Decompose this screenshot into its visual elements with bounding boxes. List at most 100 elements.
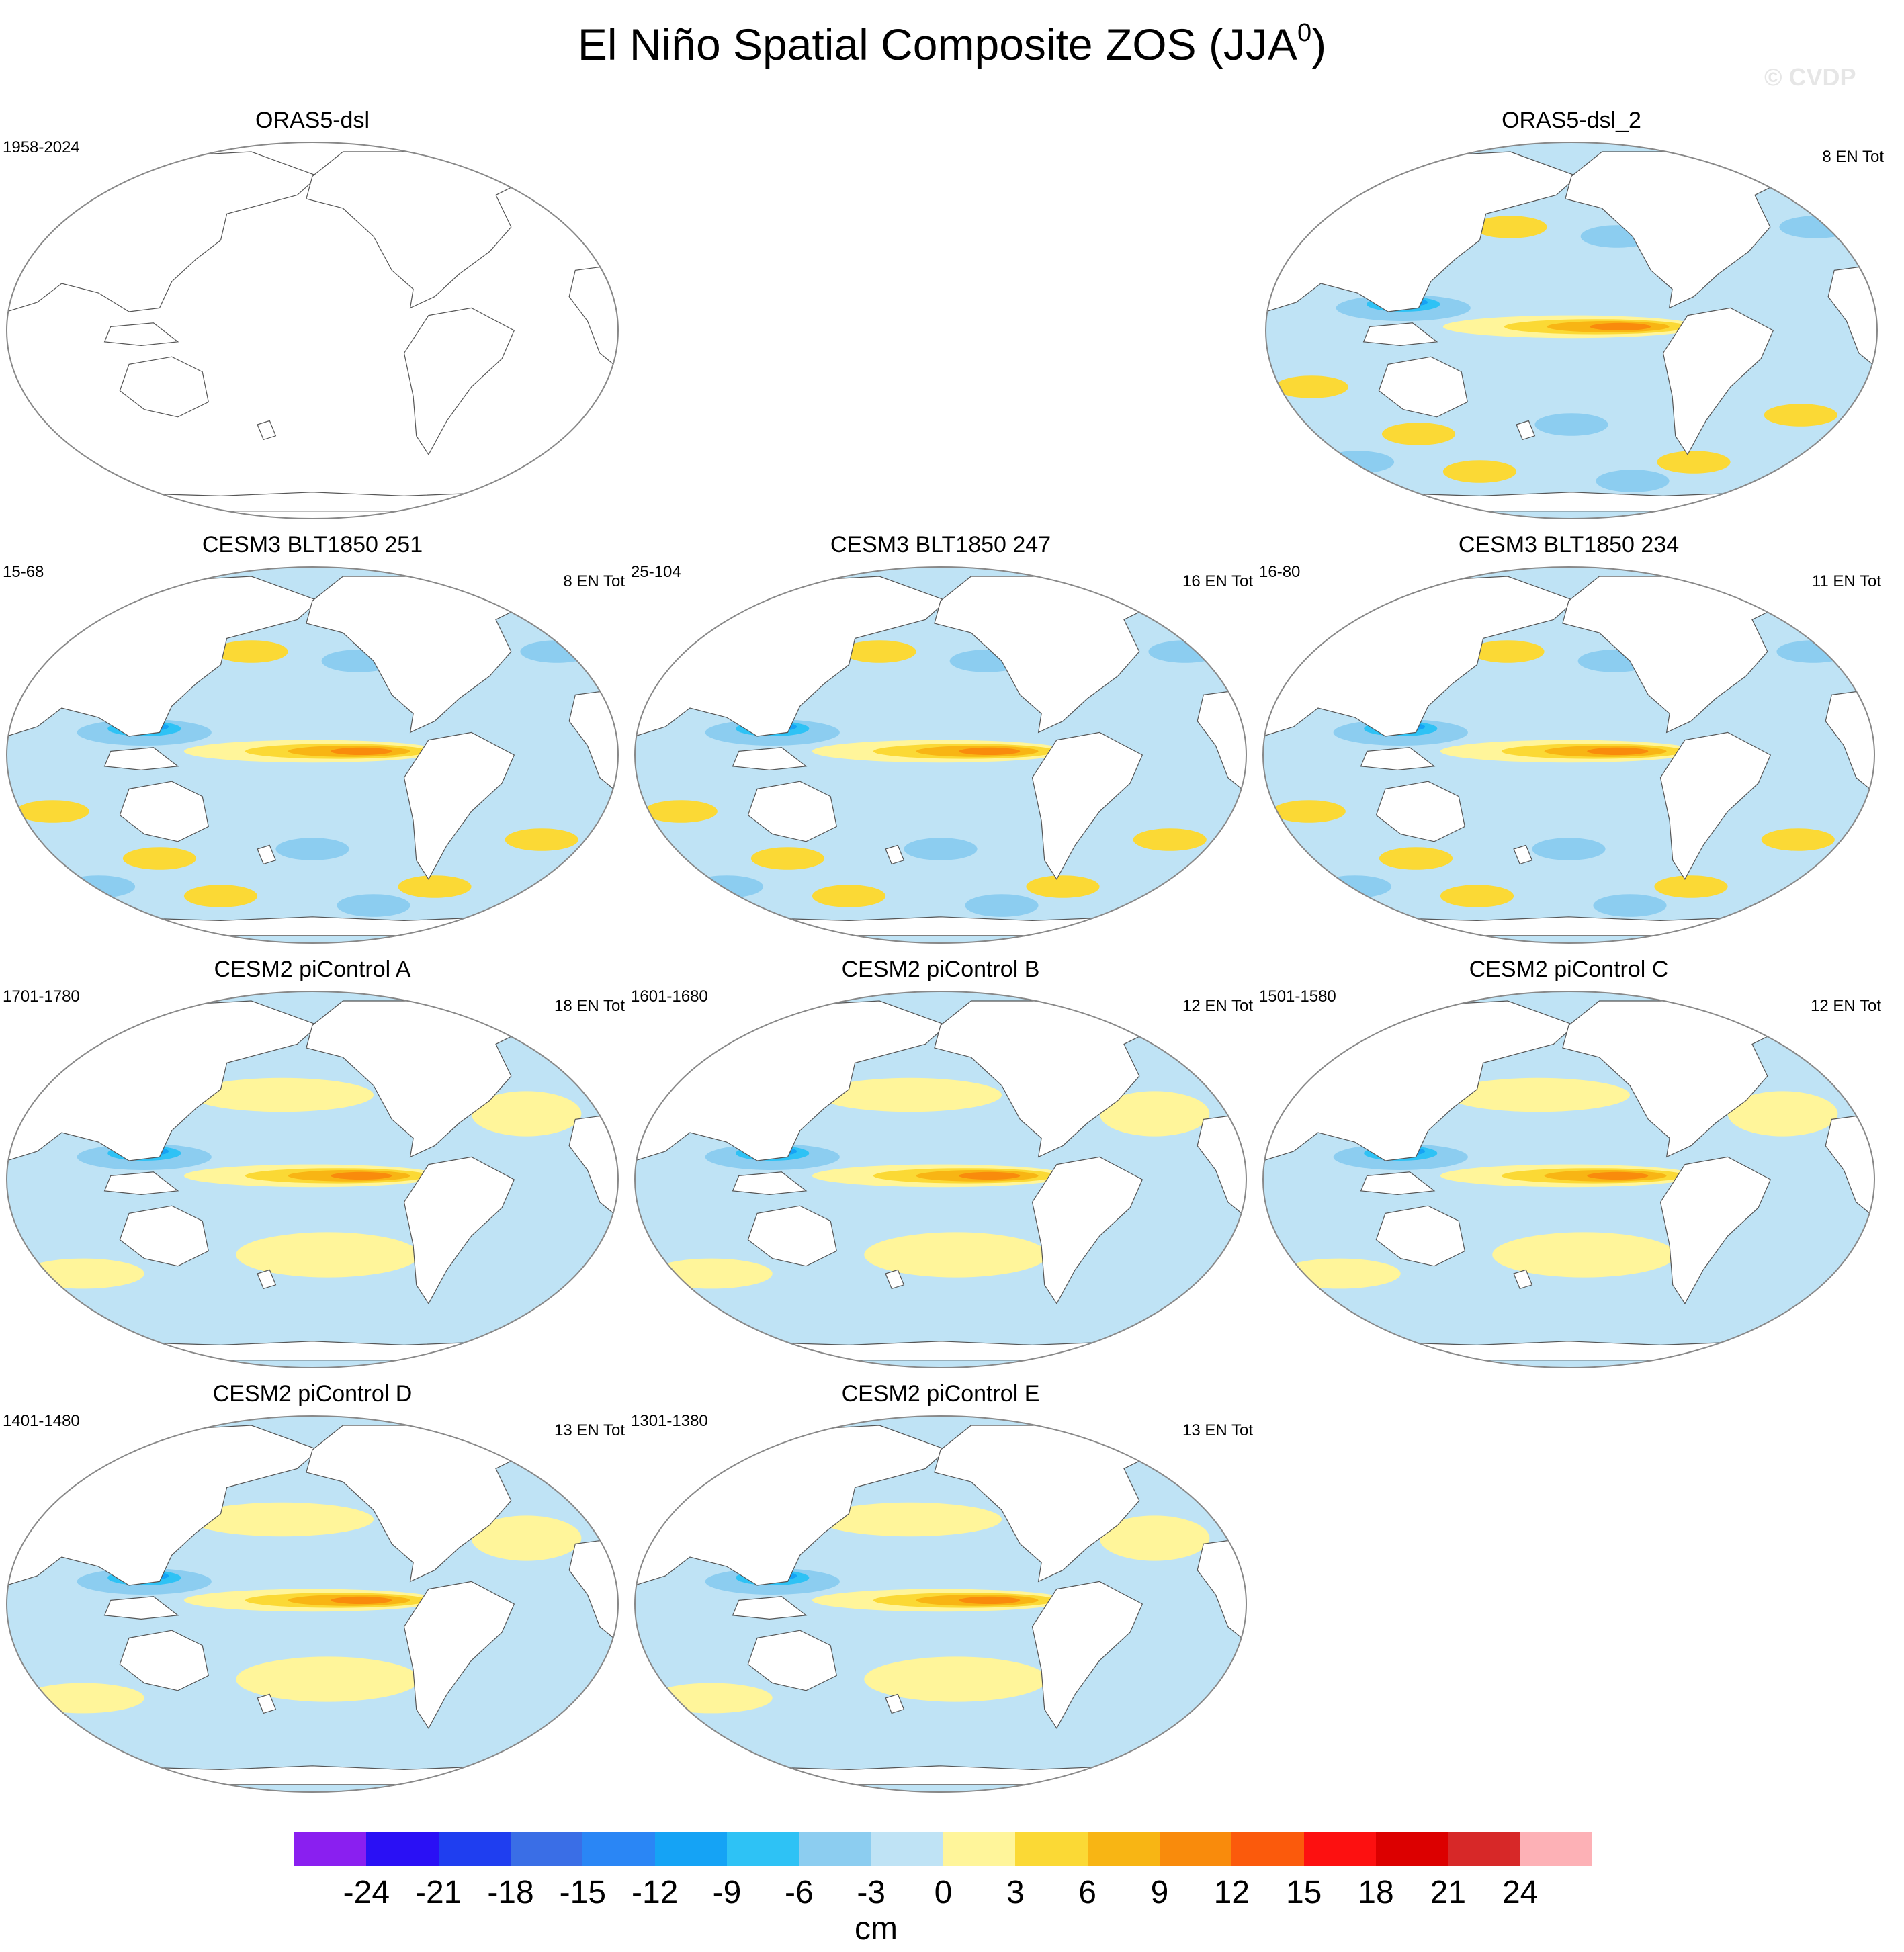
land-samerica [403,1156,515,1304]
world-map [6,1415,619,1793]
land-australia [747,1630,837,1691]
colorbar-swatch [438,1832,511,1866]
world-map [634,1415,1247,1793]
anomaly-contour [1492,1232,1676,1278]
colorbar-tick-label: 12 [1213,1875,1250,1910]
world-map [634,991,1247,1368]
anomaly-contour [1026,875,1100,898]
colorbar-tick-label: 18 [1358,1875,1394,1910]
anomaly-contour [183,885,258,907]
panel-event-count: 11 EN Tot [1811,572,1881,590]
colorbar-swatch [511,1832,583,1866]
anomaly-contour [959,1171,1021,1180]
panel-event-count: 13 EN Tot [1182,1421,1253,1439]
land-australia [747,1205,837,1267]
land-samerica [403,1581,515,1729]
map-panel-3: CESM3 BLT1850 251 15-68 8 EN Tot [0,532,625,952]
map-border [6,1415,619,1793]
colorbar-tick-label: 24 [1502,1875,1539,1910]
anomaly-contour [1590,322,1651,330]
anomaly-contour [1320,451,1395,474]
map-border [6,566,619,944]
land-indonesia [103,747,179,771]
anomaly-contour [1446,1077,1630,1112]
colorbar-tick-label: 3 [1006,1875,1025,1910]
land-indonesia [1360,1171,1436,1196]
anomaly-contour [650,1258,773,1289]
world-map [6,991,619,1368]
land-samerica [1031,1581,1143,1729]
map-panel-5: CESM3 BLT1850 234 16-80 11 EN Tot [1256,532,1881,952]
anomaly-contour [398,875,472,898]
land-indonesia [1362,322,1438,347]
anomaly-contour [505,828,578,851]
title-close: ) [1311,19,1327,69]
world-map [6,566,619,944]
world-map [6,142,619,519]
panel-event-count: 8 EN Tot [563,572,625,590]
panel-title: ORAS5-dsl_2 [1502,107,1641,133]
anomaly-contour [471,1515,582,1561]
colorbar-swatch [1087,1832,1160,1866]
anomaly-contour [331,1596,392,1604]
land-australia [1378,356,1468,418]
land-greenland [1772,151,1832,196]
panel-title: ORAS5-dsl [255,107,370,133]
anomaly-contour [818,1077,1002,1112]
anomaly-contour [1534,413,1608,436]
land-australia [119,1205,209,1267]
land-africa [1825,689,1874,794]
anomaly-contour [275,838,349,860]
land-nz [1513,1269,1533,1290]
land-greenland [1770,1000,1829,1045]
anomaly-contour [21,1258,144,1289]
panel-years-label: 1601-1680 [631,987,708,1006]
anomaly-contour [812,885,886,907]
colorbar-swatch [366,1832,439,1866]
map-border [1262,566,1875,944]
anomaly-contour [61,875,136,898]
anomaly-contour [1317,875,1392,898]
map-border [634,1415,1247,1793]
colorbar-swatch [1015,1832,1088,1866]
anomaly-contour [1133,828,1207,851]
map-border [1265,142,1878,519]
map-panel-7: CESM2 piControl B 1601-1680 12 EN Tot [628,957,1253,1376]
land-indonesia [732,1596,808,1620]
colorbar-tick-label: -24 [343,1875,390,1910]
anomaly-contour [1278,1258,1401,1289]
anomaly-contour [644,800,718,823]
anomaly-contour [236,1232,420,1278]
land-greenland [1141,576,1201,621]
anomaly-contour [1440,885,1514,907]
land-samerica [1659,731,1772,880]
land-indonesia [1360,747,1436,771]
panel-title: CESM2 piControl A [214,957,411,982]
colorbar-swatch [943,1832,1016,1866]
anomaly-contour [331,1171,392,1180]
panel-title: CESM2 piControl E [841,1381,1040,1407]
panel-title: CESM2 piControl C [1469,957,1669,982]
map-border [634,991,1247,1368]
anomaly-contour [689,875,764,898]
anomaly-contour [1593,894,1667,917]
anomaly-contour [1442,460,1517,483]
title-text: El Niño Spatial Composite ZOS (JJA [577,19,1297,69]
colorbar-tick-label: 21 [1430,1875,1467,1910]
anomaly-contour [214,640,288,663]
land-greenland [1770,576,1829,621]
colorbar-tick-label: -15 [559,1875,607,1910]
panel-years-label: 16-80 [1259,563,1301,581]
anomaly-contour [1379,847,1453,870]
anomaly-contour [1471,640,1545,663]
anomaly-contour [21,1683,144,1714]
land-samerica [1031,1156,1143,1304]
anomaly-contour [331,747,392,755]
anomaly-contour [337,894,410,917]
map-panel-9: CESM2 piControl D 1401-1480 13 EN Tot [0,1381,625,1801]
anomaly-contour [1099,1091,1210,1137]
land-greenland [1141,1425,1201,1470]
land-indonesia [103,1596,179,1620]
anomaly-contour [650,1683,773,1714]
anomaly-contour [864,1232,1048,1278]
